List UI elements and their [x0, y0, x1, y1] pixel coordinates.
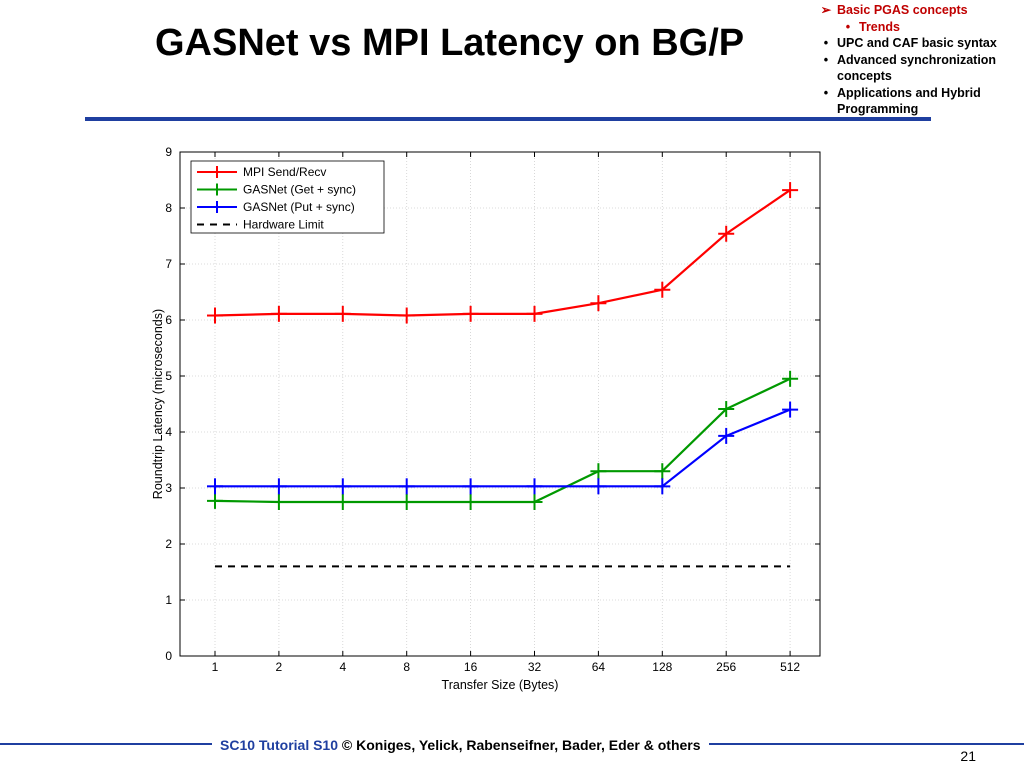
latency-chart: 0 1 2 3 4 5 6 7 8 9 1 2 4 8 16 32 64 128 256 512 Transfer S…: [151, 145, 821, 692]
series-line: [214, 377, 791, 504]
outline-item-basic-pgas: ➢ Basic PGAS concepts: [815, 2, 1024, 19]
x-axis-label: Transfer Size (Bytes): [442, 678, 559, 692]
data-point: [270, 305, 287, 322]
x-tick-label: 4: [339, 660, 346, 674]
data-point: [462, 478, 479, 495]
x-tick-label: 256: [716, 660, 736, 674]
bullet-icon: •: [823, 52, 829, 67]
y-tick-label: 2: [165, 537, 172, 551]
x-tick-label: 32: [528, 660, 542, 674]
data-point: [207, 492, 223, 509]
plot-frame: [179, 151, 821, 657]
data-point: [654, 281, 671, 298]
data-point: [398, 478, 415, 495]
data-point: [334, 478, 351, 495]
data-point: [526, 305, 543, 322]
y-tick-label: 8: [165, 201, 172, 215]
data-point: [270, 494, 287, 510]
data-point: [718, 225, 735, 242]
data-point: [590, 463, 607, 480]
data-point: [270, 478, 287, 495]
x-tick-label: 1: [212, 660, 219, 674]
x-tick-label: 512: [780, 660, 800, 674]
outline-item-upc-caf: • UPC and CAF basic syntax: [815, 35, 1024, 52]
x-tick-label: 8: [403, 660, 410, 674]
y-tick-label: 0: [165, 649, 172, 663]
series-lines: [207, 182, 799, 568]
series-line: [215, 408, 791, 488]
legend-label: Hardware Limit: [243, 218, 324, 232]
legend-label: MPI Send/Recv: [243, 165, 326, 179]
x-tick-label: 2: [276, 660, 283, 674]
y-tick-label: 6: [165, 313, 172, 327]
data-point: [462, 305, 479, 322]
footer-credit: SC10 Tutorial S10 © Koniges, Yelick, Rab…: [212, 733, 709, 757]
data-point: [782, 401, 799, 418]
data-point: [782, 370, 799, 387]
data-point: [398, 494, 415, 510]
outline-item-label: UPC and CAF basic syntax: [837, 36, 997, 50]
data-point: [462, 494, 479, 510]
x-tick-label: 64: [592, 660, 606, 674]
data-point: [590, 295, 607, 312]
data-point: [654, 463, 671, 480]
data-point: [782, 182, 799, 199]
data-point: [526, 478, 543, 495]
axis-ticks: 0 1 2 3 4 5 6 7 8 9 1 2 4 8 16 32 64 128 256 512: [165, 145, 820, 674]
y-tick-label: 5: [165, 369, 172, 383]
outline-item-label: Advanced synchronization concepts: [837, 52, 997, 84]
data-point: [718, 427, 735, 444]
bullet-icon: •: [823, 85, 829, 100]
outline-subitem-label: Trends: [859, 19, 900, 34]
y-tick-label: 4: [165, 425, 172, 439]
footer-authors: © Koniges, Yelick, Rabenseifner, Bader, …: [341, 737, 701, 753]
outline-item-label: Basic PGAS concepts: [837, 3, 968, 17]
data-point: [207, 307, 223, 324]
y-tick-label: 7: [165, 257, 172, 271]
data-point: [590, 478, 607, 495]
outline-item-applications: • Applications and Hybrid Programming: [815, 85, 1024, 118]
bullet-icon: •: [823, 36, 829, 50]
outline-subitem-trends: • Trends: [815, 19, 1024, 36]
bullet-icon: •: [845, 19, 851, 34]
slide-title: GASNet vs MPI Latency on BG/P: [155, 22, 745, 64]
data-point: [207, 478, 223, 495]
legend-label: GASNet (Get + sync): [243, 183, 356, 197]
x-tick-label: 128: [652, 660, 672, 674]
title-rule: [85, 117, 931, 121]
page-number: 21: [960, 748, 976, 764]
series-line: [214, 189, 791, 317]
footer-tutorial: SC10 Tutorial S10: [220, 737, 339, 753]
chart-legend: MPI Send/Recv GASNet (Get + sync) GASNet (…: [190, 160, 385, 234]
data-point: [654, 478, 671, 495]
outline-item-label: Applications and Hybrid Programming: [837, 85, 981, 117]
y-axis-label: Roundtrip Latency (microseconds): [151, 309, 165, 499]
y-tick-label: 1: [165, 593, 172, 607]
data-point: [334, 305, 351, 322]
arrow-bullet-icon: ➢: [820, 3, 832, 17]
y-tick-label: 9: [165, 145, 172, 159]
outline-nav: ➢ Basic PGAS concepts • Trends • UPC and…: [815, 2, 1024, 118]
y-tick-label: 3: [165, 481, 172, 495]
data-point: [398, 307, 415, 324]
outline-item-advanced-sync: • Advanced synchronization concepts: [815, 52, 1024, 85]
data-point: [718, 401, 735, 418]
legend-label: GASNet (Put + sync): [243, 200, 355, 214]
data-point: [334, 494, 351, 510]
x-tick-label: 16: [464, 660, 478, 674]
data-point: [526, 494, 543, 510]
